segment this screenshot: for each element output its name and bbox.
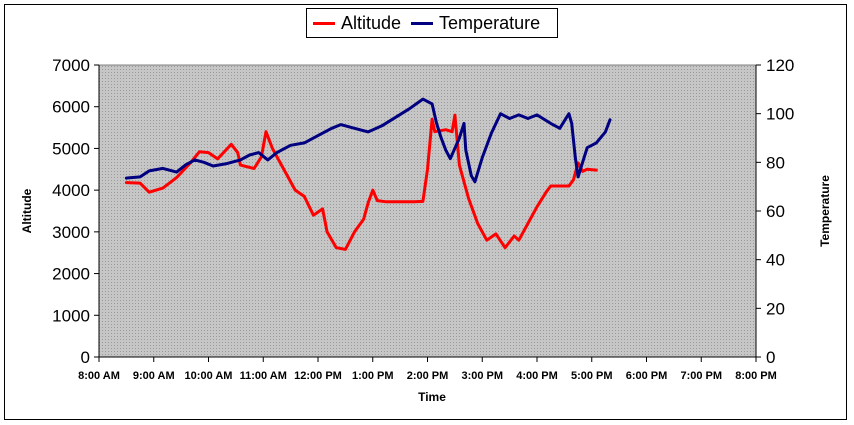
y-axis-left-title: Altitude xyxy=(20,188,34,233)
x-tick-label: 8:00 AM xyxy=(78,370,120,382)
x-tick-label: 3:00 PM xyxy=(461,370,503,382)
x-tick-label: 6:00 PM xyxy=(626,370,668,382)
legend-item-altitude: Altitude xyxy=(313,13,401,34)
legend-label-altitude: Altitude xyxy=(341,12,402,33)
x-tick-label: 10:00 AM xyxy=(185,370,233,382)
y-left-tick-label: 5000 xyxy=(52,139,90,158)
y-right-tick-label: 20 xyxy=(766,299,785,318)
series-line-temperature xyxy=(124,97,612,184)
series-layer xyxy=(124,97,612,251)
x-tick-label: 7:00 PM xyxy=(680,370,722,382)
y-left-tick-label: 2000 xyxy=(52,265,90,284)
y-right-tick-label: 120 xyxy=(766,56,794,75)
y-right-tick-label: 100 xyxy=(766,105,794,124)
x-tick-label: 4:00 PM xyxy=(516,370,558,382)
legend-swatch-altitude xyxy=(313,21,335,25)
y-right-tick-label: 0 xyxy=(766,348,775,367)
axes: 0 1000 2000 3000 4000 5000 6000 7000 0 20 40 60 80 10… xyxy=(52,56,794,382)
x-tick-label: 1:00 PM xyxy=(352,370,394,382)
y-left-tick-label: 3000 xyxy=(52,223,90,242)
legend-swatch-temperature xyxy=(411,21,434,25)
x-tick-label: 2:00 PM xyxy=(407,370,449,382)
y-left-tick-label: 1000 xyxy=(52,306,90,325)
legend: Altitude Temperature xyxy=(306,8,558,38)
y-axis-right-title: Temperature xyxy=(818,175,832,247)
y-right-tick-label: 60 xyxy=(766,202,785,221)
plot-area xyxy=(98,64,757,358)
y-right-tick-label: 80 xyxy=(766,153,785,172)
y-right-tick-label: 40 xyxy=(766,251,785,270)
x-tick-label: 5:00 PM xyxy=(571,370,613,382)
y-left-tick-label: 4000 xyxy=(52,181,90,200)
legend-label-temperature: Temperature xyxy=(439,12,541,33)
legend-item-temperature: Temperature xyxy=(411,13,540,34)
x-tick-label: 9:00 AM xyxy=(133,370,175,382)
x-axis-title: Time xyxy=(418,390,446,404)
x-tick-label: 11:00 AM xyxy=(240,370,287,382)
y-left-tick-label: 6000 xyxy=(52,98,90,117)
x-tick-label: 8:00 PM xyxy=(735,370,777,382)
y-left-tick-label: 0 xyxy=(81,348,90,367)
series-line-altitude xyxy=(124,113,598,251)
y-left-tick-label: 7000 xyxy=(52,56,90,75)
x-tick-label: 12:00 PM xyxy=(294,370,342,382)
